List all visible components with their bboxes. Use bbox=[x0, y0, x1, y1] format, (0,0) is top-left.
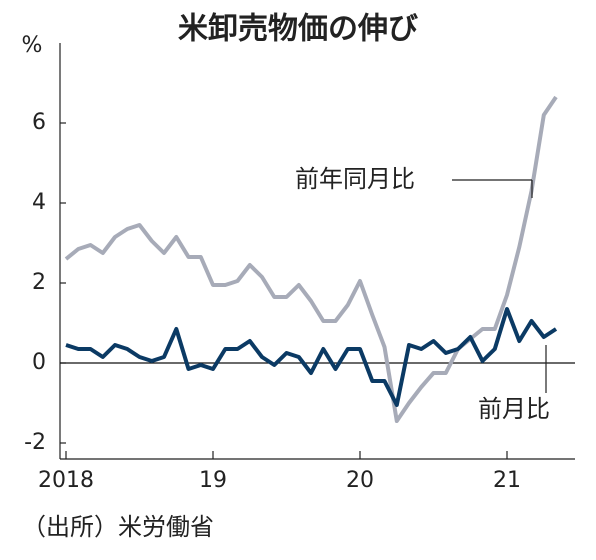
series-label: 前年同月比 bbox=[295, 165, 415, 193]
series-line bbox=[64, 95, 558, 423]
source: （出所）米労働省 bbox=[22, 513, 214, 541]
y-tick-label: -2 bbox=[24, 430, 46, 455]
y-tick-label: 4 bbox=[32, 190, 46, 215]
y-tick-label: 0 bbox=[32, 350, 46, 375]
y-tick-label: 2 bbox=[32, 270, 46, 295]
series-label: 前月比 bbox=[478, 395, 550, 423]
series-line bbox=[65, 307, 558, 407]
y-tick-label: 6 bbox=[32, 110, 46, 135]
x-tick-label: 21 bbox=[493, 468, 521, 493]
chart-title: 米卸売物価の伸び bbox=[178, 12, 418, 47]
x-tick-label: 20 bbox=[346, 468, 374, 493]
y-unit: % bbox=[22, 33, 43, 58]
x-tick-label: 19 bbox=[199, 468, 227, 493]
x-tick-label: 2018 bbox=[38, 468, 94, 493]
